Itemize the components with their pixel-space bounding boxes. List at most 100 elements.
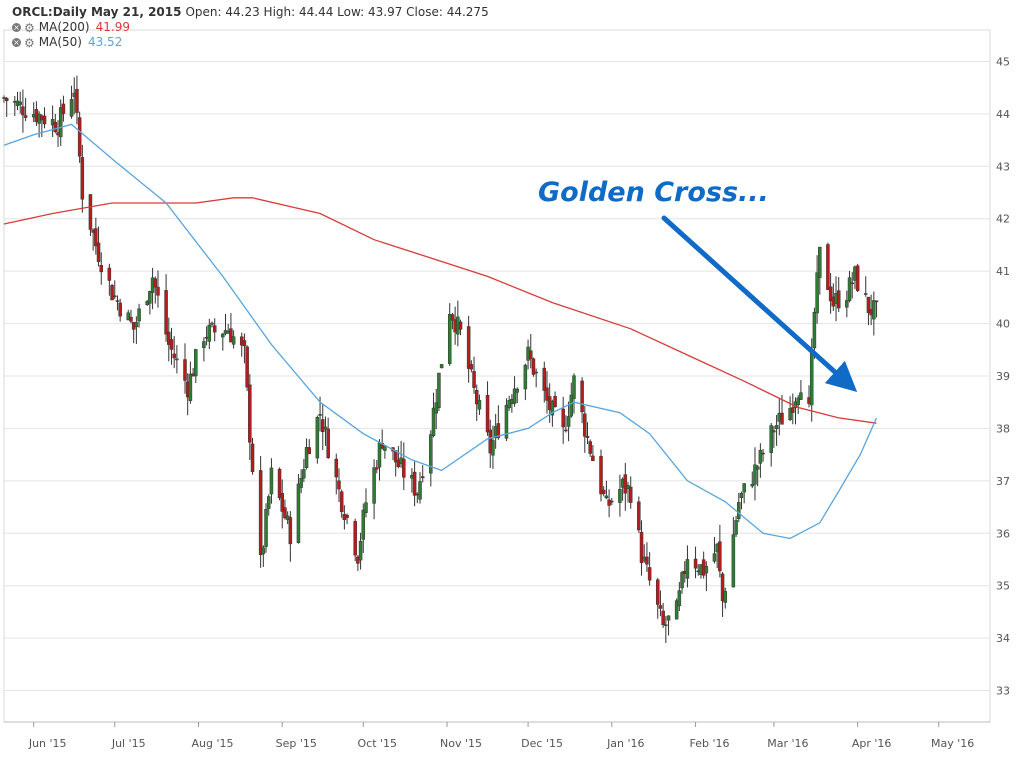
candle-body [113,295,117,298]
grid [3,29,991,723]
candle-body [812,311,817,349]
candle-body [137,308,141,322]
candle-body [280,493,284,512]
close-icon[interactable]: × [12,23,21,32]
candle-body [129,316,133,322]
gear-icon[interactable]: ⚙ [24,20,35,35]
candle-body [99,265,103,273]
candle-body [402,458,406,478]
candle-body [836,290,841,309]
candle-body [18,101,22,105]
x-tick-label: Nov '15 [440,737,482,750]
ohlc-readout: Open: 44.23 High: 44.44 Low: 43.97 Close… [185,5,489,19]
candle-body [323,426,328,430]
candle-body [761,452,765,455]
candle-body [564,429,568,432]
y-tick-label: 39 [996,370,1010,383]
candle-body [296,483,301,543]
candle-body [512,388,517,404]
candle-body [731,534,736,588]
candle-body [175,358,179,361]
candle-body [712,553,717,562]
candle-body [288,517,293,545]
candle-body [248,384,252,443]
candle-body [264,509,268,547]
indicator-label: MA(50) [38,35,82,49]
candle-body [326,428,330,458]
candle-body [542,367,547,391]
candle-body [472,371,476,388]
gear-icon[interactable]: ⚙ [24,35,35,50]
candle-body [107,267,112,281]
candle-body [604,495,609,499]
candle-body [607,499,611,506]
candle-body [550,401,555,416]
candle-body [126,312,131,321]
symbol-title: ORCL:Daily May 21, 2015 [12,5,182,19]
candle-body [77,117,82,157]
x-tick-label: Aug '15 [191,737,233,750]
candle-body [80,157,85,200]
candle-body [353,521,357,556]
candle-body [872,300,876,320]
candle-body [202,341,206,349]
candle-body [169,339,174,350]
candle-body [720,573,725,602]
moving-averages [3,123,878,540]
candle-body [515,388,520,393]
candle-body [172,353,176,359]
candle-body [115,300,120,302]
candle-body [188,373,193,401]
candle-body [21,106,25,116]
candle-body [755,466,760,470]
candle-body [469,364,474,370]
candle-body [809,351,814,406]
candle-body [164,290,168,335]
candle-body [118,302,122,317]
candle-body [450,314,455,321]
y-tick-label: 42 [996,213,1010,226]
candle-body [847,277,852,302]
candle-body [477,400,482,410]
candle-body [153,278,158,288]
candle-body [639,531,644,563]
x-tick-label: Jul '15 [111,737,146,750]
x-tick-label: Sep '15 [276,737,317,750]
candle-body [566,416,571,427]
candle-body [321,419,325,433]
candle-body [437,372,441,409]
close-icon[interactable]: × [12,38,21,47]
candle-body [815,272,819,314]
candle-body [529,350,533,359]
y-tick-label: 38 [996,422,1010,435]
candle-body [148,291,152,304]
candle-body [304,447,309,469]
candle-body [723,591,728,603]
indicator-row-ma50: × ⚙ MA(50) 43.52 [12,35,489,50]
candle-body [58,107,63,138]
candle-body [591,455,595,462]
y-tick-label: 33 [996,685,1010,698]
indicator-label: MA(200) [38,20,90,34]
y-tick-label: 44 [996,108,1010,121]
candle-body [818,246,822,278]
candle-body [447,314,452,364]
candle-body [221,333,225,338]
candle-body [504,404,509,439]
candles [2,75,879,643]
candle-body [704,566,709,574]
candle-body [88,194,93,230]
candle-body [569,394,574,417]
candle-body [863,293,868,295]
candle-body [531,358,536,375]
candle-body [507,400,511,409]
candle-body [739,492,744,499]
candle-body [572,375,576,399]
candle-body [277,468,282,498]
candle-body [599,455,603,495]
candle-body [718,541,722,572]
candle-body [429,434,433,474]
candle-body [685,559,690,579]
candle-body [364,502,368,513]
